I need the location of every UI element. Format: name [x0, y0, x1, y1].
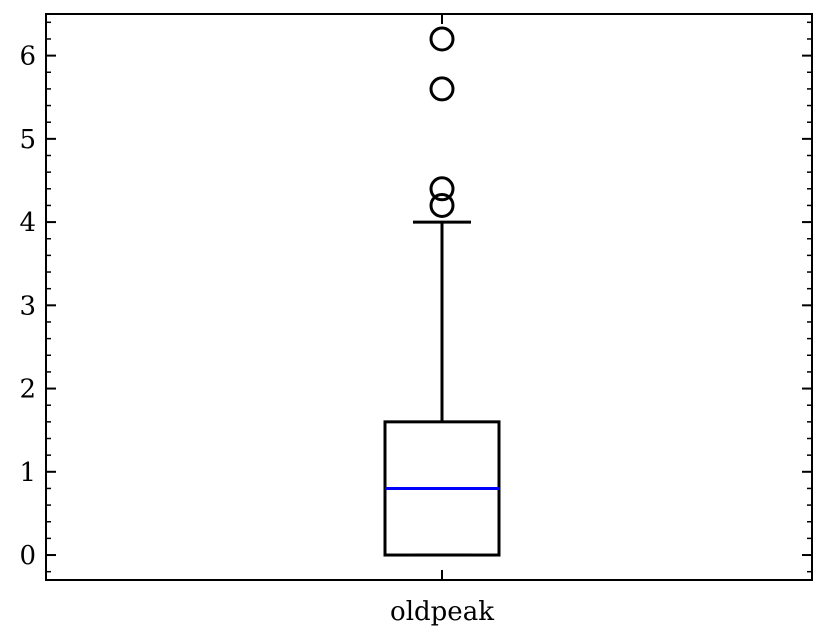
y-tick-label: 6	[19, 42, 36, 72]
y-tick-label: 3	[19, 291, 36, 321]
x-category-label: oldpeak	[390, 597, 494, 627]
outlier-point	[429, 192, 455, 218]
y-tick-label: 4	[19, 208, 36, 238]
y-tick-label: 5	[19, 125, 36, 155]
axis-layer	[45, 13, 813, 581]
y-tick-label: 2	[19, 375, 36, 405]
y-tick-label: 0	[19, 541, 36, 571]
plot-frame	[45, 13, 813, 581]
outlier-point	[429, 176, 455, 202]
label-layer: 0 1 2 3 4 5 6 oldpeak	[19, 42, 494, 627]
box-layer	[383, 26, 501, 557]
y-tick-label: 1	[19, 458, 36, 488]
outlier-point	[429, 26, 455, 52]
outlier-point	[429, 76, 455, 102]
